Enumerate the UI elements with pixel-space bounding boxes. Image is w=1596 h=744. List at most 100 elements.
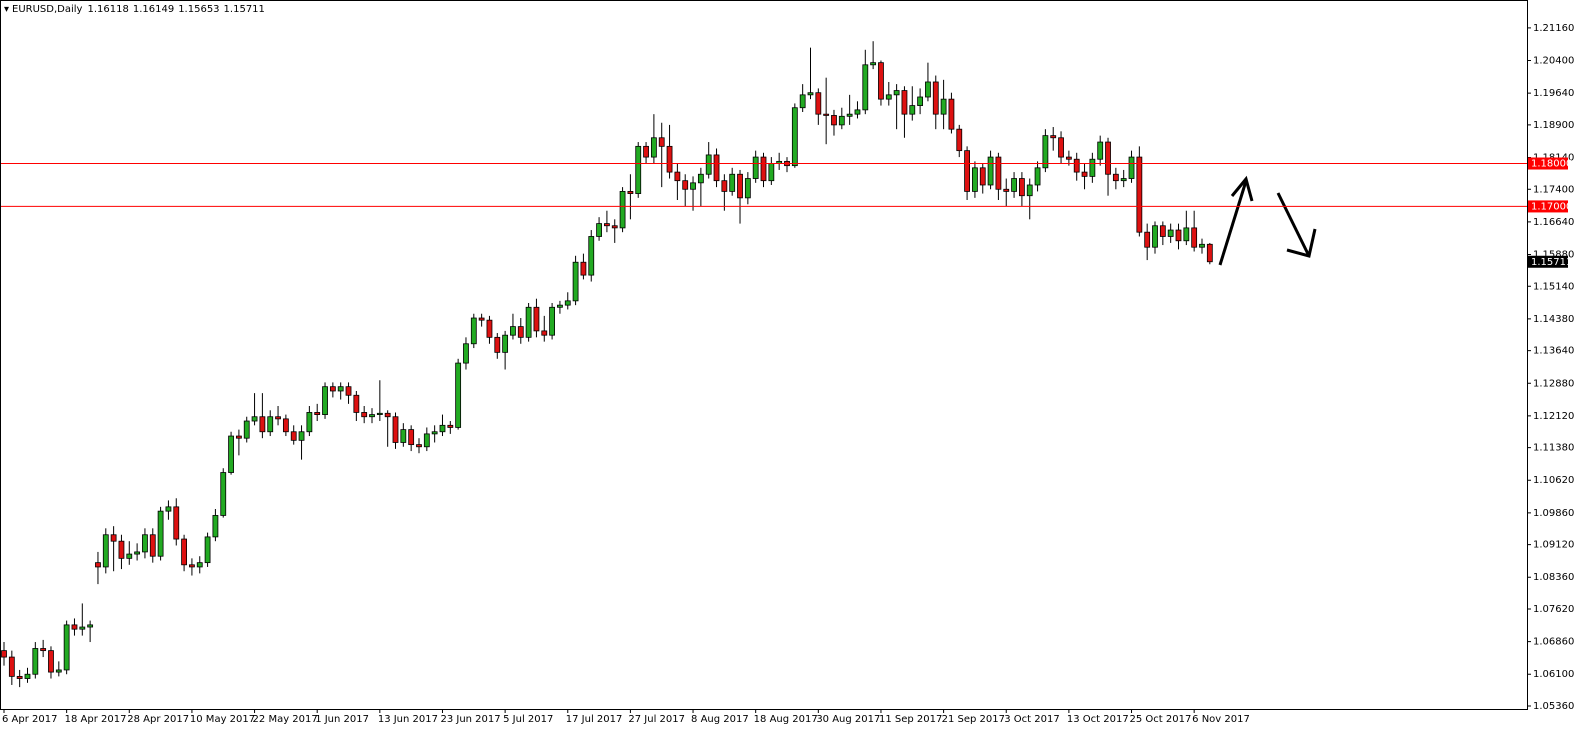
candle-body xyxy=(1034,167,1041,186)
x-tick-label: 25 Oct 2017 xyxy=(1130,714,1192,725)
candle-body xyxy=(243,420,250,439)
candle-body xyxy=(1167,229,1174,237)
candle-body xyxy=(322,386,328,415)
candle-body xyxy=(110,534,117,542)
candle-body xyxy=(870,62,877,66)
candle-body xyxy=(1065,156,1072,160)
candle-body xyxy=(48,650,54,673)
price-label-box xyxy=(1528,255,1568,268)
candle-body xyxy=(55,669,62,673)
candle-body xyxy=(815,92,822,115)
x-tick-label: 17 Jul 2017 xyxy=(566,714,623,725)
x-tick-label: 3 Oct 2017 xyxy=(1004,714,1059,725)
candle-body xyxy=(87,624,94,628)
x-tick-label: 13 Oct 2017 xyxy=(1067,714,1129,725)
candle-body xyxy=(408,429,415,446)
x-tick-label: 6 Nov 2017 xyxy=(1192,714,1250,725)
candle-body xyxy=(572,261,579,302)
header-open: 1.16118 xyxy=(87,4,128,15)
candle-body xyxy=(1058,137,1064,158)
candle-body xyxy=(384,412,391,418)
candle-body xyxy=(1128,156,1135,179)
candle-body xyxy=(439,424,446,433)
candle-body xyxy=(189,564,195,568)
y-tick-label: 1.11380 xyxy=(1533,443,1574,454)
candle-body xyxy=(447,424,454,428)
candle-body xyxy=(486,319,493,338)
candle-body xyxy=(768,163,775,182)
candle-body xyxy=(1152,225,1158,248)
candle-body xyxy=(1175,229,1182,242)
level-label: 1.18000 xyxy=(1531,159,1572,170)
candle-body xyxy=(737,173,743,199)
annotation-arrows xyxy=(1218,175,1317,266)
candle-body xyxy=(705,154,712,175)
candle-body xyxy=(1144,231,1151,248)
candle-body xyxy=(1081,171,1088,177)
candle-body xyxy=(400,429,407,443)
candle-body xyxy=(369,414,375,418)
candle-body xyxy=(149,534,156,557)
candle-body xyxy=(517,326,524,338)
candle-body xyxy=(126,553,133,559)
candle-body xyxy=(972,167,978,192)
candle-body xyxy=(196,562,203,568)
candle-body xyxy=(713,154,720,182)
x-tick-label: 21 Sep 2017 xyxy=(942,714,1005,725)
candle-body xyxy=(181,538,187,566)
x-tick-label: 28 Apr 2017 xyxy=(127,714,189,725)
x-tick-label: 6 Apr 2017 xyxy=(2,714,57,725)
y-tick-label: 1.08360 xyxy=(1533,572,1574,583)
candle-body xyxy=(329,386,336,392)
candle-body xyxy=(979,167,986,186)
candle-body xyxy=(470,317,477,345)
y-tick-label: 1.09860 xyxy=(1533,508,1574,519)
candle-body xyxy=(682,180,689,190)
candle-body xyxy=(71,624,78,630)
candle-body xyxy=(1089,158,1096,177)
candle-body xyxy=(549,306,555,336)
price-label: 1.15711 xyxy=(1531,257,1572,268)
candle-body xyxy=(502,334,509,353)
candle-body xyxy=(823,113,830,116)
candle-body xyxy=(1,650,7,658)
candle-body xyxy=(901,90,908,115)
candle-body xyxy=(267,416,274,433)
candle-body xyxy=(744,178,751,199)
candle-body xyxy=(635,145,642,194)
arrow-up xyxy=(1218,180,1248,266)
candle-body xyxy=(588,236,595,276)
candle-body xyxy=(1026,184,1033,197)
candle-body xyxy=(24,673,31,679)
candle-body xyxy=(1050,135,1057,139)
candle-body xyxy=(494,336,501,353)
candle-body xyxy=(925,81,931,98)
candle-body xyxy=(807,92,814,96)
candle-body xyxy=(204,536,211,564)
candle-body xyxy=(63,624,70,671)
candle-body xyxy=(8,656,15,677)
candle-body xyxy=(1042,135,1049,169)
candle-body xyxy=(1073,158,1080,173)
candle-body xyxy=(619,191,626,229)
candle-body xyxy=(455,362,462,428)
candle-body xyxy=(909,105,916,115)
y-tick-label: 1.13640 xyxy=(1533,346,1574,357)
candle-body xyxy=(878,62,884,100)
candle-body xyxy=(666,145,673,173)
candle-body xyxy=(118,540,125,559)
candle-body xyxy=(345,386,352,396)
x-tick-label: 1 Jun 2017 xyxy=(315,714,369,725)
y-tick-label: 1.15880 xyxy=(1533,250,1574,261)
candle-body xyxy=(760,156,767,182)
chart-header: ▾ EURUSD,Daily 1.16118 1.16149 1.15653 1.1571… xyxy=(4,4,265,15)
candle-body xyxy=(596,223,602,237)
header-close: 1.15711 xyxy=(224,4,265,15)
candle-body xyxy=(791,107,798,167)
candle-body xyxy=(306,412,313,433)
candle-body xyxy=(416,444,422,448)
y-tick-label: 1.06100 xyxy=(1533,669,1574,680)
candle-body xyxy=(16,675,23,679)
candle-body xyxy=(862,64,869,111)
